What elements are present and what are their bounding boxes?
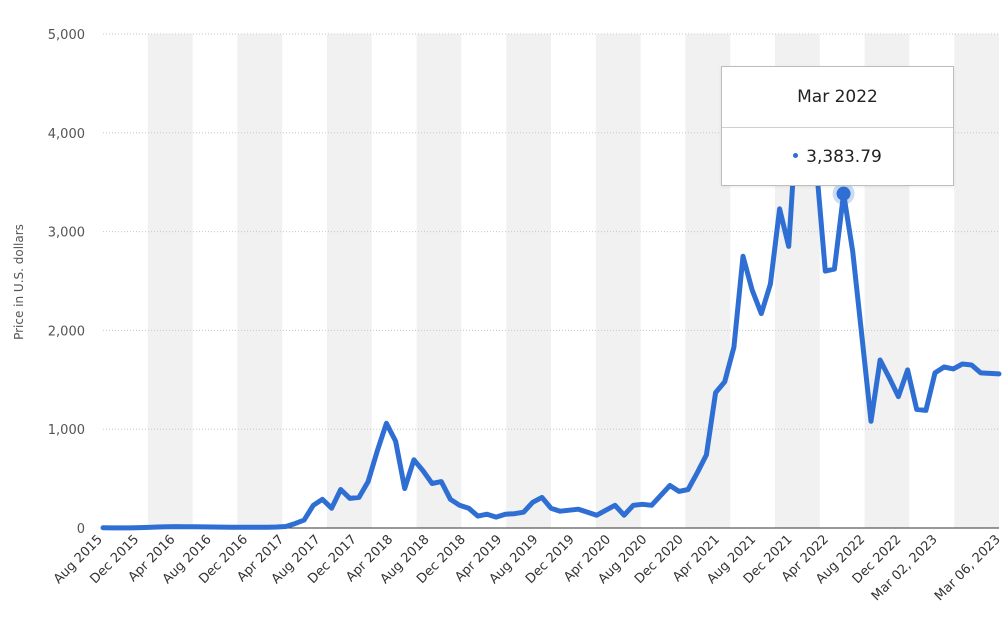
tooltip-value: 3,383.79 <box>806 147 882 167</box>
y-tick-label: 3,000 <box>48 226 85 241</box>
y-tick-label: 4,000 <box>48 127 85 142</box>
background-band <box>416 34 462 528</box>
background-band <box>506 34 551 528</box>
y-tick-label: 1,000 <box>48 423 85 438</box>
background-bands <box>147 34 999 528</box>
series-line <box>100 68 1002 531</box>
background-band <box>327 34 372 528</box>
y-tick-label: 0 <box>77 522 85 537</box>
y-tick-label: 5,000 <box>48 28 85 43</box>
y-axis-ticks: 0 1,000 2,000 3,000 4,000 5,000 <box>48 28 85 537</box>
tooltip-body: 3,383.79 <box>722 128 953 187</box>
tooltip: Mar 2022 3,383.79 <box>721 66 954 186</box>
x-tick-label: Mar 06, 2023 <box>932 532 1004 604</box>
grid-lines <box>103 33 999 430</box>
series-dot-icon <box>793 152 799 158</box>
y-tick-label: 2,000 <box>48 324 85 339</box>
highlight-point[interactable] <box>836 186 851 201</box>
background-band <box>147 34 193 528</box>
background-band <box>595 34 641 528</box>
x-tick-label: Mar 02, 2023 <box>869 532 941 604</box>
background-band <box>237 34 283 528</box>
tooltip-title: Mar 2022 <box>722 67 953 128</box>
y-axis-label: Price in U.S. dollars <box>12 224 26 340</box>
background-band <box>954 34 999 528</box>
